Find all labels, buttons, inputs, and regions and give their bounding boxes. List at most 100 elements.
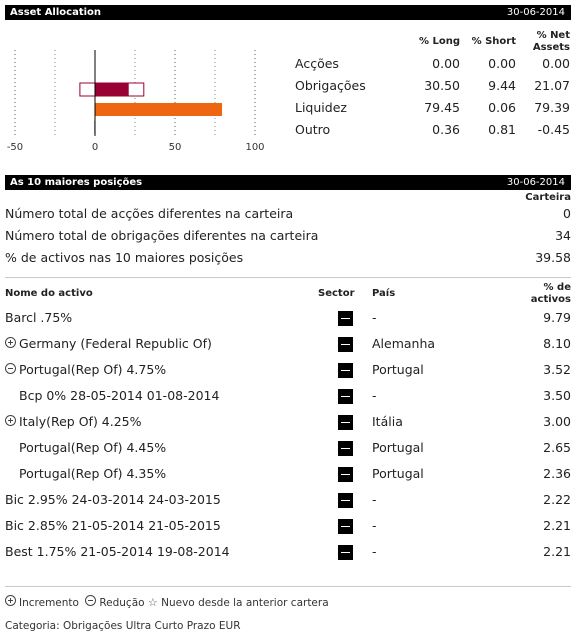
top10-title: As 10 maiores posições xyxy=(10,177,143,188)
stat-label: % de activos nas 10 maiores posições xyxy=(5,250,244,265)
expand-icon[interactable] xyxy=(5,337,16,348)
category-value: Obrigações Ultra Curto Prazo EUR xyxy=(62,620,241,632)
holding-name[interactable]: Germany (Federal Republic Of) xyxy=(5,336,212,351)
allocation-row-net: 0.00 xyxy=(542,56,570,71)
holding-pct: 3.50 xyxy=(543,388,571,403)
holding-pct: 9.79 xyxy=(543,310,571,325)
stat-value: 34 xyxy=(555,228,571,243)
sector-icon xyxy=(338,337,353,352)
allocation-row-short: 9.44 xyxy=(488,78,516,93)
asset-allocation-header: Asset Allocation 30-06-2014 xyxy=(5,5,571,20)
stat-value: 0 xyxy=(563,206,571,221)
holding-name[interactable]: Portugal(Rep Of) 4.75% xyxy=(5,362,166,377)
allocation-row-name: Obrigações xyxy=(295,78,366,93)
expand-icon[interactable] xyxy=(5,415,16,426)
x-tick-label: 100 xyxy=(245,142,264,153)
holding-name-text: Italy(Rep Of) 4.25% xyxy=(19,414,142,429)
allocation-chart-svg: -50 0 50 100 xyxy=(7,50,265,153)
allocation-row-net: -0.45 xyxy=(537,122,570,137)
sector-icon xyxy=(338,519,353,534)
holding-name: Bic 2.85% 21-05-2014 21-05-2015 xyxy=(5,518,221,533)
holding-country: - xyxy=(372,518,377,533)
stat-label: Número total de acções diferentes na car… xyxy=(5,206,294,221)
col-net-header: % Net Assets xyxy=(532,30,570,53)
legend: Incremento Redução ☆ Nuevo desde la ante… xyxy=(5,595,329,609)
holding-name-text: Best 1.75% 21-05-2014 19-08-2014 xyxy=(5,544,230,559)
allocation-row-long: 30.50 xyxy=(424,78,460,93)
holding-country: - xyxy=(372,492,377,507)
divider xyxy=(5,277,571,278)
holding-name-text: Portugal(Rep Of) 4.45% xyxy=(19,440,167,455)
holding-country: Alemanha xyxy=(372,336,436,351)
allocation-row-name: Outro xyxy=(295,122,331,137)
holding-country: Portugal xyxy=(372,362,424,377)
legend-increase: Incremento xyxy=(19,597,79,609)
x-tick-label: 50 xyxy=(169,142,182,153)
stat-value: 39.58 xyxy=(535,250,571,265)
holding-name-text: Germany (Federal Republic Of) xyxy=(19,336,212,351)
allocation-row-net: 21.07 xyxy=(534,78,570,93)
bar-net-Obrigações xyxy=(95,83,129,96)
holding-name-text: Portugal(Rep Of) 4.75% xyxy=(19,362,167,377)
col-short-header: % Short xyxy=(471,36,516,47)
sector-icon xyxy=(338,389,353,404)
allocation-row-long: 0.00 xyxy=(432,56,460,71)
allocation-row-net: 79.39 xyxy=(534,100,570,115)
bar-net-Liquidez xyxy=(95,103,223,116)
star-icon: ☆ xyxy=(147,596,158,609)
col-sector-header: Sector xyxy=(318,288,355,299)
allocation-row-short: 0.06 xyxy=(488,100,516,115)
top10-header: As 10 maiores posições 30-06-2014 xyxy=(5,175,571,190)
holding-pct: 8.10 xyxy=(543,336,571,351)
holding-pct: 2.21 xyxy=(543,518,571,533)
col-long-header: % Long xyxy=(418,36,460,47)
holding-country: - xyxy=(372,310,377,325)
holding-name-text: Bic 2.85% 21-05-2014 21-05-2015 xyxy=(5,518,221,533)
sector-icon xyxy=(338,493,353,508)
allocation-row-name: Acções xyxy=(295,56,339,71)
sector-icon xyxy=(338,545,353,560)
asset-allocation-date: 30-06-2014 xyxy=(506,7,565,18)
sector-icon xyxy=(338,363,353,378)
sector-icon xyxy=(338,415,353,430)
holding-name[interactable]: Italy(Rep Of) 4.25% xyxy=(5,414,142,429)
increase-icon xyxy=(5,595,16,606)
allocation-row-long: 0.36 xyxy=(432,122,460,137)
allocation-chart: -50 0 50 100 xyxy=(5,48,280,158)
holding-pct: 3.00 xyxy=(543,414,571,429)
category-label: Categoria: xyxy=(5,620,60,632)
holding-name: Portugal(Rep Of) 4.45% xyxy=(19,440,166,455)
holding-country: Itália xyxy=(372,414,403,429)
holding-name-text: Bcp 0% 28-05-2014 01-08-2014 xyxy=(19,388,220,403)
allocation-row-short: 0.81 xyxy=(488,122,516,137)
stat-label: Número total de obrigações diferentes na… xyxy=(5,228,319,243)
holding-name-text: Portugal(Rep Of) 4.35% xyxy=(19,466,167,481)
holding-pct: 2.36 xyxy=(543,466,571,481)
col-pct-header: % de activos xyxy=(530,282,571,305)
allocation-row-name: Liquidez xyxy=(295,100,347,115)
x-tick-label: -50 xyxy=(7,142,23,153)
legend-new: Nuevo desde la anterior cartera xyxy=(161,597,329,609)
legend-decrease: Redução xyxy=(99,597,145,609)
collapse-icon[interactable] xyxy=(5,363,16,374)
decrease-icon xyxy=(85,595,97,606)
holding-pct: 2.21 xyxy=(543,544,571,559)
x-tick-label: 0 xyxy=(92,142,98,153)
holding-pct: 2.65 xyxy=(543,440,571,455)
holding-country: - xyxy=(372,544,377,559)
holding-country: Portugal xyxy=(372,466,424,481)
col-name-header: Nome do activo xyxy=(5,288,93,299)
holding-name: Bcp 0% 28-05-2014 01-08-2014 xyxy=(19,388,219,403)
holding-name-text: Barcl .75% xyxy=(5,310,73,325)
holding-country: - xyxy=(372,388,377,403)
top10-date: 30-06-2014 xyxy=(506,177,565,188)
col-country-header: País xyxy=(372,288,396,299)
holding-pct: 2.22 xyxy=(543,492,571,507)
sector-icon xyxy=(338,441,353,456)
carteira-header: Carteira xyxy=(525,192,571,203)
category: Categoria: Obrigações Ultra Curto Prazo … xyxy=(5,620,241,632)
holding-pct: 3.52 xyxy=(543,362,571,377)
holding-name: Portugal(Rep Of) 4.35% xyxy=(19,466,166,481)
asset-allocation-title: Asset Allocation xyxy=(10,7,102,18)
holding-name-text: Bic 2.95% 24-03-2014 24-03-2015 xyxy=(5,492,221,507)
